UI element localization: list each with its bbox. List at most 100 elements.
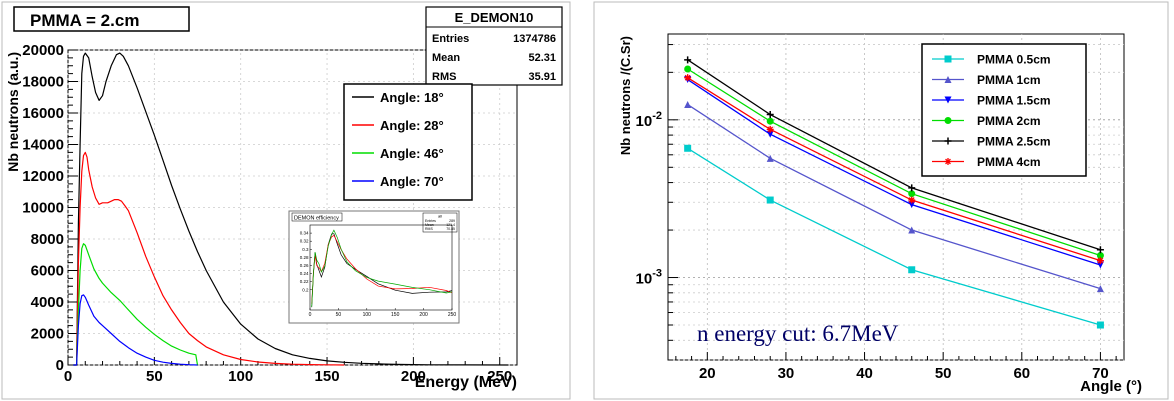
x-tick-label: 30 [778, 365, 795, 382]
y-tick-label: 12000 [22, 168, 64, 185]
data-point-pmma-2-5cm [1096, 246, 1104, 254]
data-point-pmma-2cm [908, 190, 916, 198]
inset-y-tick-label: 0.24 [300, 271, 309, 276]
legend-label-pmma-1-5cm: PMMA 1.5cm [977, 94, 1051, 108]
stats-mean-value: 52.31 [528, 52, 556, 64]
data-point-pmma-2-5cm [908, 184, 916, 192]
data-point-pmma-4cm [684, 74, 692, 82]
inset-plot-frame [309, 224, 453, 311]
x-tick-label: 250 [487, 368, 512, 385]
legend-label-28: Angle: 28° [380, 118, 444, 133]
x-axis-label: Energy (MeV) [415, 374, 517, 391]
x-tick-label: 50 [935, 365, 952, 382]
series-line-pmma-4cm [687, 77, 1101, 262]
y-tick-label: 10000 [22, 200, 64, 217]
data-point-pmma-4cm [1096, 257, 1104, 265]
y-tick-label: 8000 [31, 231, 64, 248]
y-tick-label: 0 [56, 357, 64, 374]
inset-y-tick-label: 0.34 [300, 231, 309, 236]
data-point-pmma-2-5cm [766, 111, 774, 119]
series-line-pmma-2cm [687, 68, 1101, 257]
series-line-angle-46 [73, 243, 199, 366]
inset-x-tick-label: 0 [309, 312, 312, 318]
legend: PMMA 0.5cm PMMA 1cm PMMA 1.5cm PMMA 2cm PMMA… [921, 43, 1087, 177]
inset-title-box [291, 212, 343, 222]
inset-x-tick-label: 100 [363, 312, 372, 318]
axis-ticks: 20 30 40 50 60 70 10-2 10-3 [636, 44, 1117, 382]
legend-marker-pmma-1-5cm [944, 96, 952, 104]
y-tick-label: 10-3 [636, 268, 662, 288]
x-tick-label: 100 [228, 368, 253, 385]
data-point-pmma-1cm [908, 226, 916, 234]
data-point-pmma-1-5cm [766, 130, 774, 138]
data-point-pmma-2cm [766, 117, 774, 125]
y-tick-label: 6000 [31, 263, 64, 280]
y-tick-label: 4000 [31, 294, 64, 311]
x-tick-label: 20 [699, 365, 716, 382]
inset-series-line [311, 229, 453, 307]
series-group [684, 56, 1104, 329]
inset-stats-entries-label: Entries [425, 219, 436, 223]
data-point-pmma-1-5cm [908, 201, 916, 209]
legend-label-pmma-2-5cm: PMMA 2.5cm [977, 135, 1051, 149]
data-point-pmma-4cm [766, 125, 774, 133]
x-tick-label: 0 [64, 368, 72, 385]
inset-y-tick-label: 0.22 [300, 279, 309, 284]
series-line-pmma-0-5cm [687, 147, 1101, 326]
y-axis-label: Nb neutrons (a.u.) [5, 52, 21, 172]
inset-stats-box [422, 212, 458, 233]
data-point-pmma-4cm [908, 196, 916, 204]
stats-box: E_DEMON10 Entries 1374786 Mean 52.31 RMS… [425, 6, 563, 86]
series-line-angle-28 [73, 151, 345, 366]
data-point-pmma-2-5cm [684, 56, 692, 64]
legend-label-46: Angle: 46° [380, 146, 444, 161]
legend-label-18: Angle: 18° [380, 90, 444, 105]
legend-marker-pmma-2cm [944, 117, 952, 124]
inset-y-tick-label: 0.32 [300, 239, 309, 244]
inset-y-tick-label: 0.2 [302, 287, 309, 292]
legend-marker-pmma-0-5cm [944, 55, 952, 63]
stats-name: E_DEMON10 [455, 10, 534, 25]
data-point-pmma-2cm [684, 65, 692, 73]
inset-stats-name: all [438, 214, 442, 219]
x-tick-label: 70 [1092, 365, 1109, 382]
data-point-pmma-2cm [1096, 251, 1104, 259]
y-tick-label: 10-2 [636, 110, 662, 130]
x-axis-label: Angle (°) [1080, 378, 1142, 395]
series-line-angle-18 [73, 52, 509, 366]
stats-rms-label: RMS [432, 71, 456, 83]
data-point-pmma-1cm [1096, 285, 1104, 293]
histogram-title: PMMA = 2.cm [30, 11, 139, 30]
y-tick-label: 20000 [22, 42, 64, 59]
series-line-angle-70 [73, 294, 198, 366]
y-tick-label: 2000 [31, 326, 64, 343]
inset-stats-rms-value: 70.85 [446, 227, 455, 231]
legend-label-pmma-2cm: PMMA 2cm [977, 114, 1041, 128]
data-point-pmma-0-5cm [684, 144, 692, 152]
legend-marker-pmma-2-5cm [944, 137, 952, 145]
inset-title: DEMON efficiency [294, 216, 339, 222]
data-point-pmma-0-5cm [1096, 321, 1104, 329]
y-tick-label: 16000 [22, 105, 64, 122]
legend-marker-pmma-1cm [944, 76, 952, 83]
inset-stats-rms-label: RMS [425, 227, 433, 231]
x-tick-label: 150 [315, 368, 340, 385]
inset-x-tick-label: 150 [391, 312, 400, 318]
axis-ticks: 0 50 100 150 200 2500200040006000800010000120… [22, 42, 518, 385]
series-line-pmma-2-5cm [687, 59, 1101, 251]
x-tick-label: 60 [1013, 365, 1030, 382]
legend-label-70: Angle: 70° [380, 174, 444, 189]
energy-cut-annotation: n energy cut: 6.7MeV [697, 321, 899, 346]
y-axis-label: Nb neutrons /(C.Sr) [618, 36, 633, 155]
legend-label-pmma-1cm: PMMA 1cm [977, 73, 1041, 87]
legend-marker-pmma-4cm [944, 158, 952, 165]
x-tick-label: 40 [856, 365, 873, 382]
inset-y-tick-label: 0.3 [302, 247, 309, 252]
x-tick-label: 200 [401, 368, 426, 385]
data-point-pmma-1cm [684, 101, 692, 109]
data-point-pmma-0-5cm [908, 266, 916, 274]
stats-entries-value: 1374786 [513, 33, 556, 45]
inset-y-tick-label: 0.26 [300, 263, 309, 268]
series-line-pmma-1cm [687, 103, 1101, 290]
